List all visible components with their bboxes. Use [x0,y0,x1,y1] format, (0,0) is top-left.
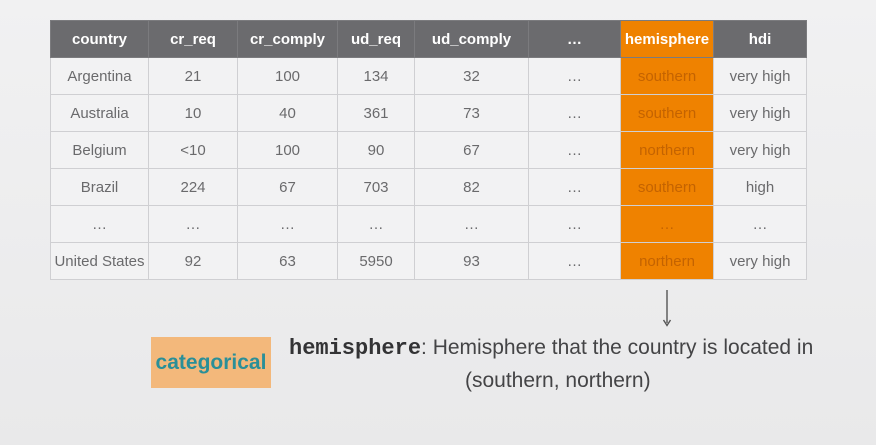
table-cell: … [528,242,621,280]
arrow-down-icon [662,290,672,327]
table-cell: southern [620,94,714,132]
table-cell: … [237,205,338,243]
table-cell: … [620,205,714,243]
table-cell: Belgium [50,131,149,169]
table-row: Belgium <10 100 90 67… northern very high [50,131,807,169]
table-cell: 134 [337,57,415,95]
column-header-hemisphere: hemisphere [620,20,714,58]
table-cell: 90 [337,131,415,169]
table-body: Argentina 21 100 134 32… southern very high Aus… [50,57,807,280]
table-cell: … [528,168,621,206]
table-cell: northern [620,242,714,280]
table-cell: southern [620,168,714,206]
table-cell: … [528,205,621,243]
column-header-cr-comply: cr_comply [237,20,338,58]
column-header-country: country [50,20,149,58]
table-cell: 92 [148,242,238,280]
table-cell: … [713,205,807,243]
table-cell: 40 [237,94,338,132]
table-row: United States 92 63 5950 93… northern very hig… [50,242,807,280]
table-cell: 100 [237,57,338,95]
table-cell: 361 [337,94,415,132]
table-cell: 703 [337,168,415,206]
table-cell: 63 [237,242,338,280]
table-row: …………………… [50,205,807,243]
table-cell: northern [620,131,714,169]
table-cell: 224 [148,168,238,206]
header-row: country cr_req cr_comply ud_req ud_comply… he… [50,20,807,58]
table-cell: United States [50,242,149,280]
table-row: Australia 10 40 361 73… southern very high [50,94,807,132]
table-cell: southern [620,57,714,95]
table-row: Argentina 21 100 134 32… southern very high [50,57,807,95]
column-header-cr-req: cr_req [148,20,238,58]
column-header-ud-comply: ud_comply [414,20,529,58]
table-cell: 100 [237,131,338,169]
table-cell: Argentina [50,57,149,95]
table-cell: 73 [414,94,529,132]
table-cell: … [50,205,149,243]
table-cell: very high [713,94,807,132]
categorical-badge: categorical [151,337,271,388]
table-cell: 21 [148,57,238,95]
table-row: Brazil 224 67 703 82… southern high [50,168,807,206]
data-table: country cr_req cr_comply ud_req ud_comply… he… [50,20,807,280]
column-header-hdi: hdi [713,20,807,58]
table-cell: Australia [50,94,149,132]
column-header-ellipsis: … [528,20,621,58]
table-cell: high [713,168,807,206]
table-cell: very high [713,131,807,169]
table-cell: 93 [414,242,529,280]
table-cell: <10 [148,131,238,169]
table-cell: … [528,94,621,132]
table-cell: … [528,57,621,95]
column-header-ud-req: ud_req [337,20,415,58]
definition-separator: : [421,336,427,359]
table-cell: 67 [414,131,529,169]
definition-values: (southern, northern) [465,369,651,392]
table-cell: Brazil [50,168,149,206]
table-cell: 5950 [337,242,415,280]
definition-term: hemisphere [289,336,422,361]
table-cell: very high [713,242,807,280]
table-cell: very high [713,57,807,95]
table-cell: … [148,205,238,243]
table-cell: 10 [148,94,238,132]
table-cell: … [528,131,621,169]
table-cell: … [414,205,529,243]
definition-description: Hemisphere that the country is located i… [426,336,814,359]
table-cell: 67 [237,168,338,206]
table-cell: 82 [414,168,529,206]
table-cell: … [337,205,415,243]
definition-line: hemisphere: Hemisphere that the country … [289,336,813,361]
table-cell: 32 [414,57,529,95]
